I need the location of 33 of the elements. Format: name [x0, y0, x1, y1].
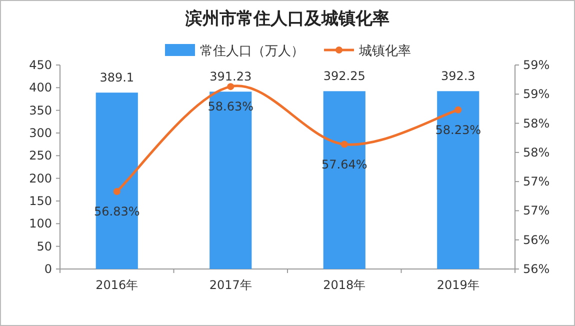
y2-tick-label: 58%	[523, 145, 550, 160]
y-tick-label: 300	[29, 126, 52, 140]
y-tick-label: 50	[36, 239, 52, 254]
y2-tick-label: 58%	[523, 116, 550, 130]
y2-tick-label: 59%	[523, 87, 550, 102]
point	[113, 188, 120, 195]
y-tick-label: 0	[44, 262, 52, 276]
y-tick-label: 350	[29, 103, 52, 118]
point	[340, 140, 348, 148]
x-tick-label: 2019年	[436, 278, 480, 292]
y-tick-label: 450	[29, 58, 52, 72]
y-tick-label: 200	[29, 171, 52, 186]
y2-tick-label: 59%	[523, 58, 550, 72]
x-tick-label: 2018年	[323, 278, 366, 292]
chart-title: 滨州市常住人口及城镇化率	[184, 9, 390, 29]
y2-tick-label: 56%	[523, 262, 550, 276]
x-tick-label: 2016年	[96, 278, 138, 292]
data-label: 391.23	[210, 70, 252, 84]
point	[227, 83, 234, 90]
y-tick-label: 250	[29, 148, 52, 163]
data-label: 392.25	[323, 69, 366, 84]
y2-tick-label: 56%	[523, 232, 550, 247]
y2-tick-label: 57%	[523, 174, 550, 189]
legend-label: 常住人口（万人）	[200, 44, 304, 59]
data-label: 392.3	[440, 69, 476, 84]
y2-tick-label: 57%	[523, 204, 550, 218]
y-tick-label: 150	[29, 194, 52, 208]
legend-label: 城镇化率	[358, 43, 411, 59]
y-tick-label: 400	[29, 80, 52, 95]
data-label: 389.1	[100, 70, 134, 85]
point	[454, 106, 462, 114]
x-tick-label: 2017年	[209, 278, 252, 292]
y-tick-label: 100	[29, 216, 52, 231]
